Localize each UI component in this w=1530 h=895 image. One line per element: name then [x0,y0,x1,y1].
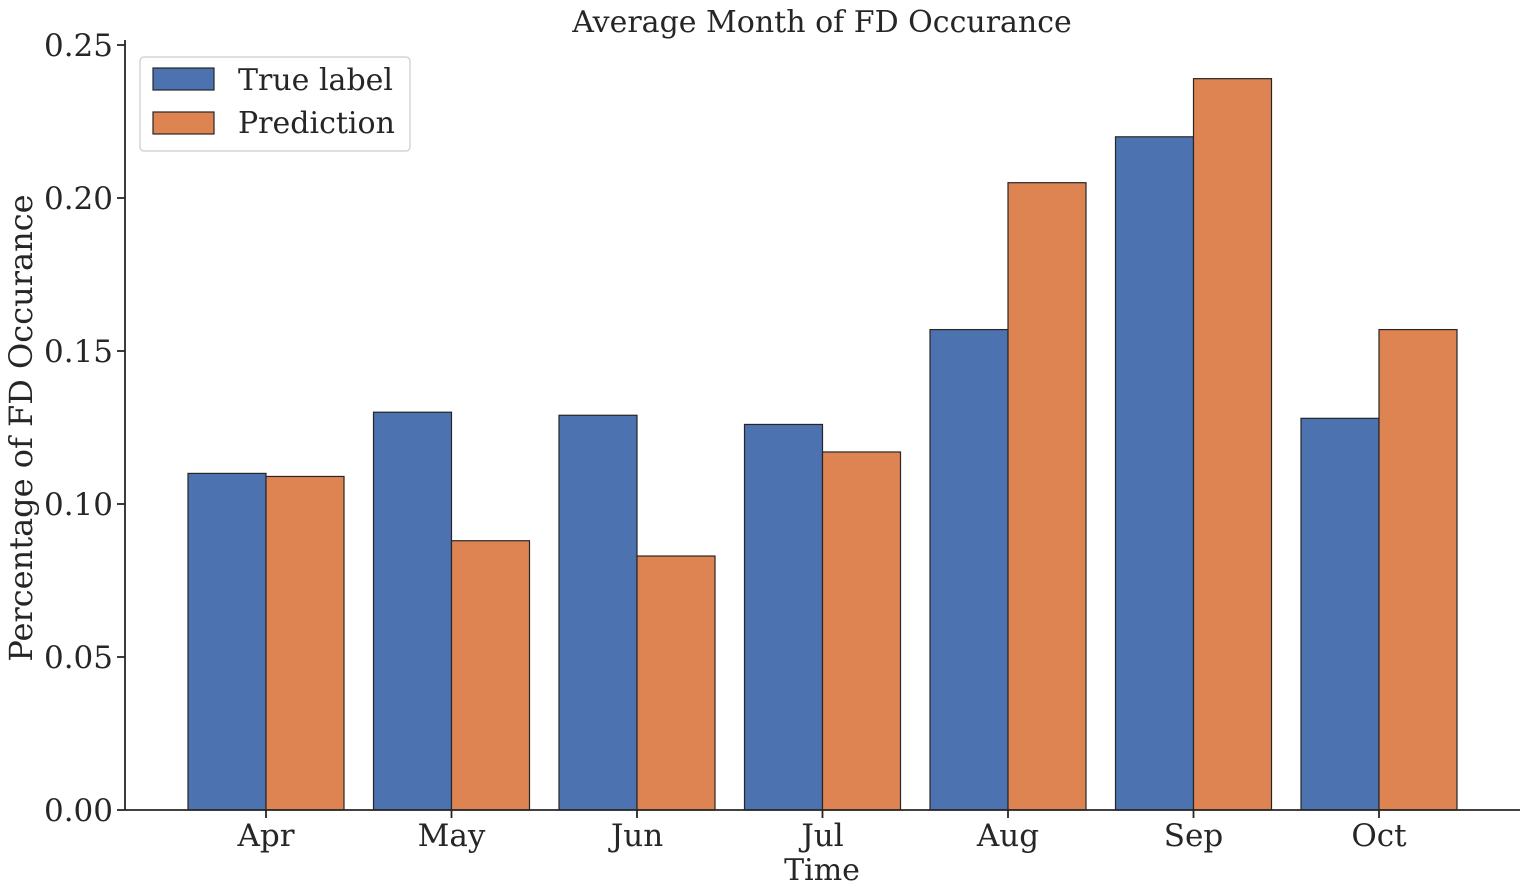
y-tick-label: 0.05 [44,640,113,676]
bar-may-prediction [450,540,531,811]
legend-swatch-prediction [152,111,215,135]
legend-label-prediction: Prediction [238,106,395,141]
y-axis-label: Percentage of FD Occurance [2,194,40,661]
bar-may-true-label [372,411,453,811]
bar-jun-true-label [558,414,638,811]
x-tick-label-aug: Aug [976,818,1039,854]
bar-jul-true-label [743,423,824,811]
y-tick-label: 0.20 [44,181,113,217]
y-tick-label: 0.00 [44,793,113,829]
legend: True label Prediction [139,56,411,152]
bar-aug-prediction [1007,182,1087,811]
bar-jul-prediction [821,451,902,811]
bar-sep-prediction [1192,78,1273,811]
x-tick-label-may: May [418,818,486,854]
chart-title: Average Month of FD Occurance [571,5,1072,40]
x-tick-label-oct: Oct [1351,818,1407,854]
bars-group [187,78,1458,811]
legend-label-true-label: True label [238,63,393,98]
bar-jun-prediction [636,555,716,811]
x-tick-label-apr: Apr [236,818,294,854]
y-tick-label: 0.15 [44,334,113,370]
x-tick-label-jun: Jun [608,818,663,854]
x-tick-label-sep: Sep [1164,818,1223,854]
x-tick-label-jul: Jul [798,818,843,854]
bar-oct-prediction [1378,328,1458,811]
x-axis-label: Time [784,853,860,888]
x-ticks-group: Apr May Jun Jul Aug Sep Oct [236,810,1407,854]
legend-swatch-true-label [152,67,215,91]
y-tick-label: 0.25 [44,28,113,64]
bar-sep-true-label [1114,136,1195,811]
bar-oct-true-label [1300,417,1380,811]
y-ticks-group: 0.00 0.05 0.10 0.15 0.20 0.25 [44,28,125,829]
y-tick-label: 0.10 [44,487,113,523]
bar-aug-true-label [929,328,1009,811]
bar-apr-true-label [187,472,267,811]
bar-apr-prediction [265,475,345,811]
